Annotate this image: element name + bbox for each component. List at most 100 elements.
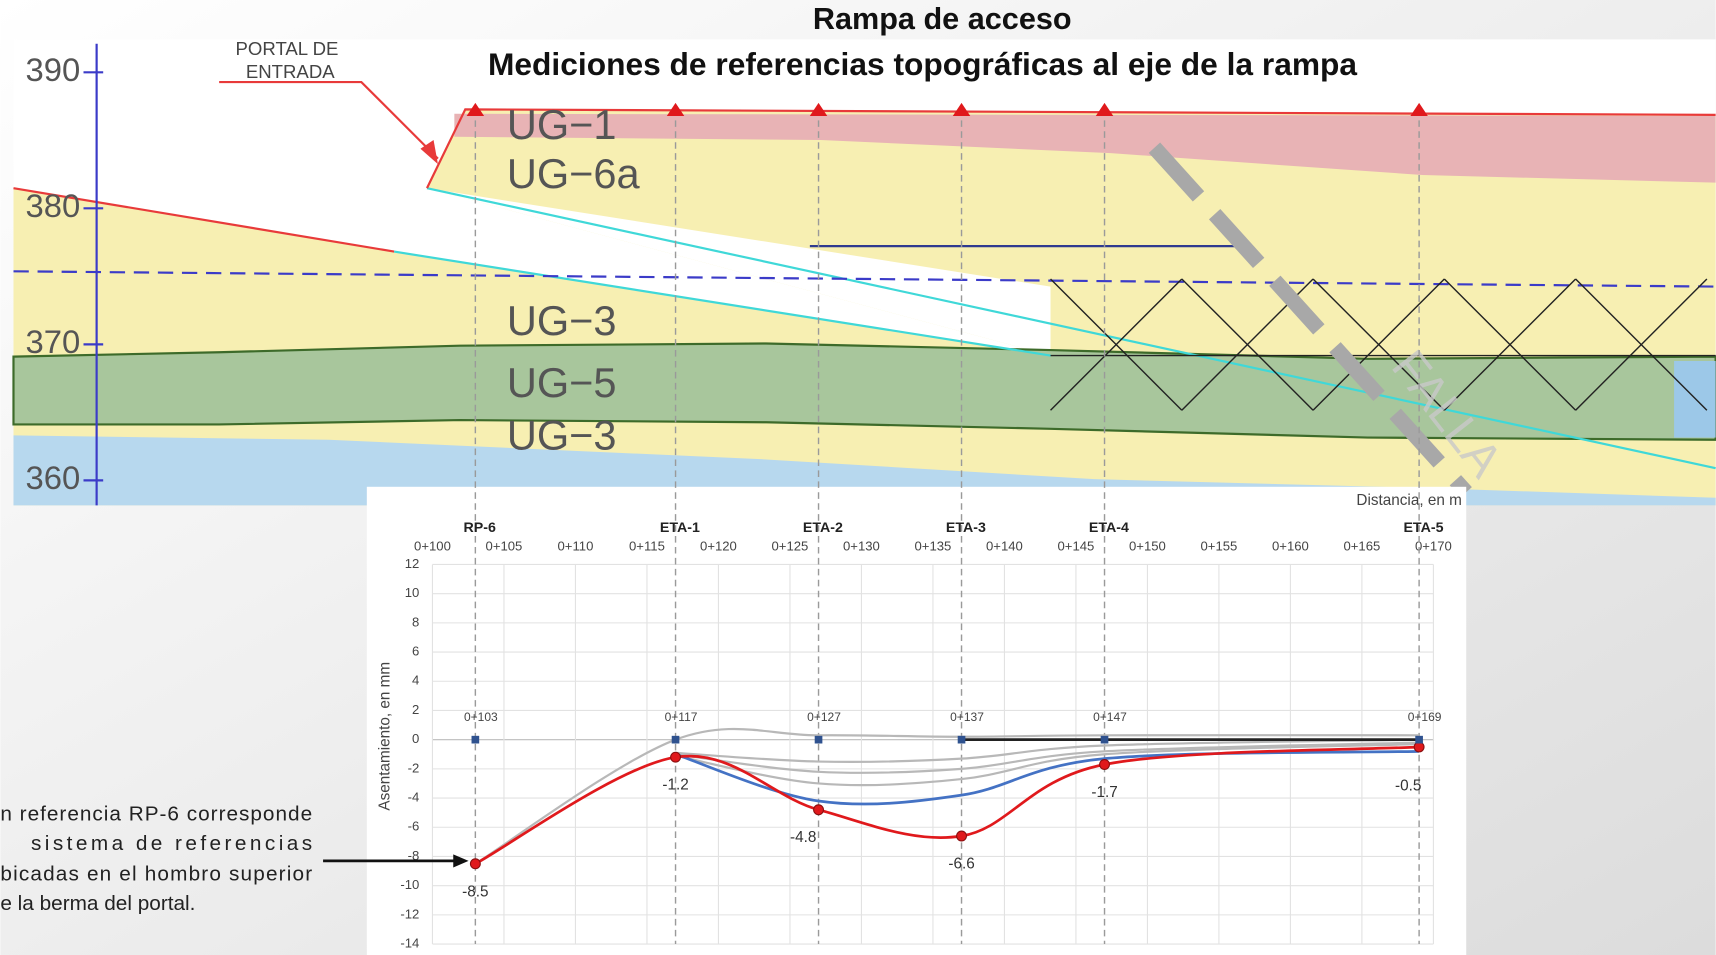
x-tick-label: 0+140 <box>986 538 1023 553</box>
y-tick-label: 4 <box>412 673 419 688</box>
value-label: -0.5 <box>1395 777 1421 794</box>
note-arrowhead <box>453 854 469 868</box>
value-label: -1.7 <box>1091 784 1117 801</box>
point-label: 0+147 <box>1093 710 1127 724</box>
geologic-section: FALLA PORTAL DE ENTRADA UG−1 UG−6a UG−3 … <box>12 38 1716 506</box>
series-line <box>474 727 1420 865</box>
station-marker <box>466 102 485 116</box>
settlement-chart: -14 -12 -10 -8 -6 -4 -2 0 2 4 6 8 10 12 0+100 0+105 0+11… <box>376 102 1462 951</box>
x-tick-label: 0+100 <box>414 538 451 553</box>
elevation-label: 390 <box>26 51 81 88</box>
series-line <box>675 742 1420 787</box>
point <box>1413 741 1425 753</box>
fault-line <box>1148 142 1472 498</box>
x-tick-label: 0+165 <box>1343 538 1380 553</box>
value-label: -1.2 <box>662 777 688 794</box>
reference-point <box>814 735 823 744</box>
portal-outline <box>426 108 1716 189</box>
point <box>1099 759 1110 770</box>
y-tick-label: -14 <box>400 936 419 951</box>
note: n referencia RP-6 corresponde sistema de… <box>0 802 312 915</box>
point-label: 0+103 <box>464 710 498 724</box>
elevation-label: 370 <box>26 323 81 360</box>
leader-arrow <box>420 140 438 165</box>
value-label: -8.5 <box>462 883 488 900</box>
point <box>956 830 968 842</box>
chart-panel <box>366 486 1467 955</box>
station-marker <box>809 102 828 116</box>
hatch <box>1050 278 1716 411</box>
reference-point <box>671 735 680 744</box>
station-marker <box>666 102 685 116</box>
series-line <box>474 745 1420 865</box>
unit-label: UG−3 <box>507 297 617 344</box>
note-line: n referencia RP-6 corresponde <box>0 802 312 825</box>
point-label: 0+117 <box>665 710 698 724</box>
y-tick-label: -12 <box>400 906 419 921</box>
portal-leader <box>219 80 439 160</box>
elevation-label: 360 <box>26 459 81 496</box>
y-tick-label: 8 <box>412 614 419 629</box>
x-tick-label: 0+150 <box>1129 538 1166 553</box>
note-line: e la berma del portal. <box>0 892 195 915</box>
series-line <box>675 741 1420 774</box>
x-axis-title: Distancia, en m <box>1356 492 1461 509</box>
note-line: sistema de referencias <box>31 832 312 855</box>
y-tick-label: -6 <box>408 819 420 834</box>
unit-label: UG−3 <box>507 412 617 459</box>
portal-label: PORTAL DE <box>236 38 339 59</box>
series-line <box>675 738 1420 763</box>
station-label: ETA-3 <box>946 520 986 536</box>
station-marker <box>952 102 971 116</box>
water-table <box>13 270 1716 288</box>
unit-label: UG−6a <box>507 150 641 197</box>
ramp-floor <box>394 250 1051 357</box>
title: Rampa de acceso <box>813 2 1072 36</box>
y-tick-label: 12 <box>405 556 420 571</box>
station-label: ETA-5 <box>1403 520 1443 536</box>
station-label: ETA-2 <box>803 520 843 536</box>
station-label: ETA-4 <box>1089 520 1129 536</box>
x-tick-label: 0+145 <box>1058 538 1095 553</box>
point <box>670 751 682 763</box>
point <box>469 858 481 870</box>
x-tick-label: 0+125 <box>772 538 809 553</box>
unit-label: UG−1 <box>507 101 617 148</box>
x-tick-label: 0+135 <box>915 538 952 553</box>
reference-point <box>471 735 480 744</box>
layer-ug1 <box>454 113 1716 183</box>
y-tick-label: -10 <box>400 877 419 892</box>
y-tick-label: -8 <box>408 848 420 863</box>
y-tick-label: -2 <box>408 760 420 775</box>
x-tick-label: 0+120 <box>700 538 737 553</box>
station-marker <box>1095 102 1114 116</box>
point <box>813 804 825 816</box>
ground-line <box>13 187 395 253</box>
y-tick-label: 10 <box>405 585 420 600</box>
station-label: ETA-1 <box>660 520 700 536</box>
x-tick-label: 0+130 <box>843 538 880 553</box>
portal-label: ENTRADA <box>246 61 335 82</box>
station-marker <box>1410 102 1428 116</box>
point-label: 0+127 <box>807 710 841 724</box>
elevation-label: 380 <box>26 187 81 224</box>
y-axis-title: Asentamiento, en mm <box>376 662 393 811</box>
y-tick-label: 6 <box>412 644 419 659</box>
station-label: RP-6 <box>464 520 496 536</box>
x-tick-label: 0+170 <box>1415 538 1452 553</box>
x-tick-label: 0+155 <box>1201 538 1238 553</box>
x-tick-label: 0+115 <box>629 538 665 553</box>
x-tick-label: 0+110 <box>558 538 594 553</box>
y-tick-label: 2 <box>412 702 419 717</box>
value-label: -6.6 <box>948 856 974 873</box>
y-tick-label: -4 <box>408 790 420 805</box>
x-tick-label: 0+105 <box>486 538 523 553</box>
reference-point <box>1415 735 1423 744</box>
point-label: 0+169 <box>1408 710 1442 724</box>
subtitle: Mediciones de referencias topográficas a… <box>488 46 1357 82</box>
ramp-axis <box>426 187 1716 470</box>
reference-point <box>1100 735 1109 744</box>
point-label: 0+137 <box>950 710 984 724</box>
